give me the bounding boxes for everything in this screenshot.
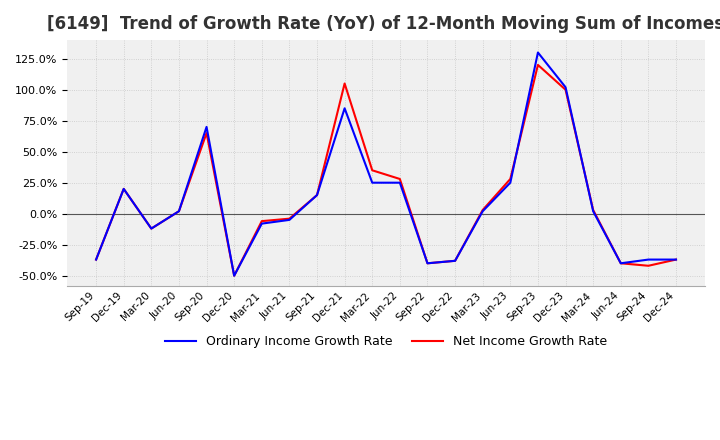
Net Income Growth Rate <box>644 263 653 268</box>
Net Income Growth Rate <box>341 81 349 86</box>
Ordinary Income Growth Rate <box>561 84 570 90</box>
Ordinary Income Growth Rate <box>478 209 487 214</box>
Ordinary Income Growth Rate <box>312 192 321 198</box>
Net Income Growth Rate <box>616 260 625 266</box>
Line: Ordinary Income Growth Rate: Ordinary Income Growth Rate <box>96 52 676 276</box>
Ordinary Income Growth Rate <box>368 180 377 185</box>
Net Income Growth Rate <box>258 219 266 224</box>
Net Income Growth Rate <box>589 207 598 213</box>
Ordinary Income Growth Rate <box>341 106 349 111</box>
Ordinary Income Growth Rate <box>534 50 542 55</box>
Net Income Growth Rate <box>534 62 542 68</box>
Ordinary Income Growth Rate <box>395 180 404 185</box>
Ordinary Income Growth Rate <box>147 226 156 231</box>
Net Income Growth Rate <box>285 216 294 221</box>
Net Income Growth Rate <box>506 176 515 182</box>
Ordinary Income Growth Rate <box>120 186 128 191</box>
Ordinary Income Growth Rate <box>672 257 680 262</box>
Net Income Growth Rate <box>202 131 211 136</box>
Net Income Growth Rate <box>561 87 570 92</box>
Ordinary Income Growth Rate <box>175 209 184 214</box>
Ordinary Income Growth Rate <box>644 257 653 262</box>
Ordinary Income Growth Rate <box>230 273 238 279</box>
Net Income Growth Rate <box>230 273 238 279</box>
Line: Net Income Growth Rate: Net Income Growth Rate <box>96 65 676 276</box>
Net Income Growth Rate <box>672 257 680 262</box>
Net Income Growth Rate <box>91 257 100 262</box>
Net Income Growth Rate <box>120 186 128 191</box>
Ordinary Income Growth Rate <box>423 260 432 266</box>
Net Income Growth Rate <box>423 260 432 266</box>
Ordinary Income Growth Rate <box>258 221 266 226</box>
Ordinary Income Growth Rate <box>589 209 598 214</box>
Ordinary Income Growth Rate <box>91 257 100 262</box>
Title: [6149]  Trend of Growth Rate (YoY) of 12-Month Moving Sum of Incomes: [6149] Trend of Growth Rate (YoY) of 12-… <box>48 15 720 33</box>
Net Income Growth Rate <box>147 226 156 231</box>
Net Income Growth Rate <box>451 258 459 264</box>
Ordinary Income Growth Rate <box>616 260 625 266</box>
Net Income Growth Rate <box>368 168 377 173</box>
Ordinary Income Growth Rate <box>202 124 211 129</box>
Net Income Growth Rate <box>312 192 321 198</box>
Net Income Growth Rate <box>478 207 487 213</box>
Legend: Ordinary Income Growth Rate, Net Income Growth Rate: Ordinary Income Growth Rate, Net Income … <box>160 330 612 353</box>
Ordinary Income Growth Rate <box>451 258 459 264</box>
Ordinary Income Growth Rate <box>285 217 294 223</box>
Net Income Growth Rate <box>395 176 404 182</box>
Net Income Growth Rate <box>175 209 184 214</box>
Ordinary Income Growth Rate <box>506 180 515 185</box>
